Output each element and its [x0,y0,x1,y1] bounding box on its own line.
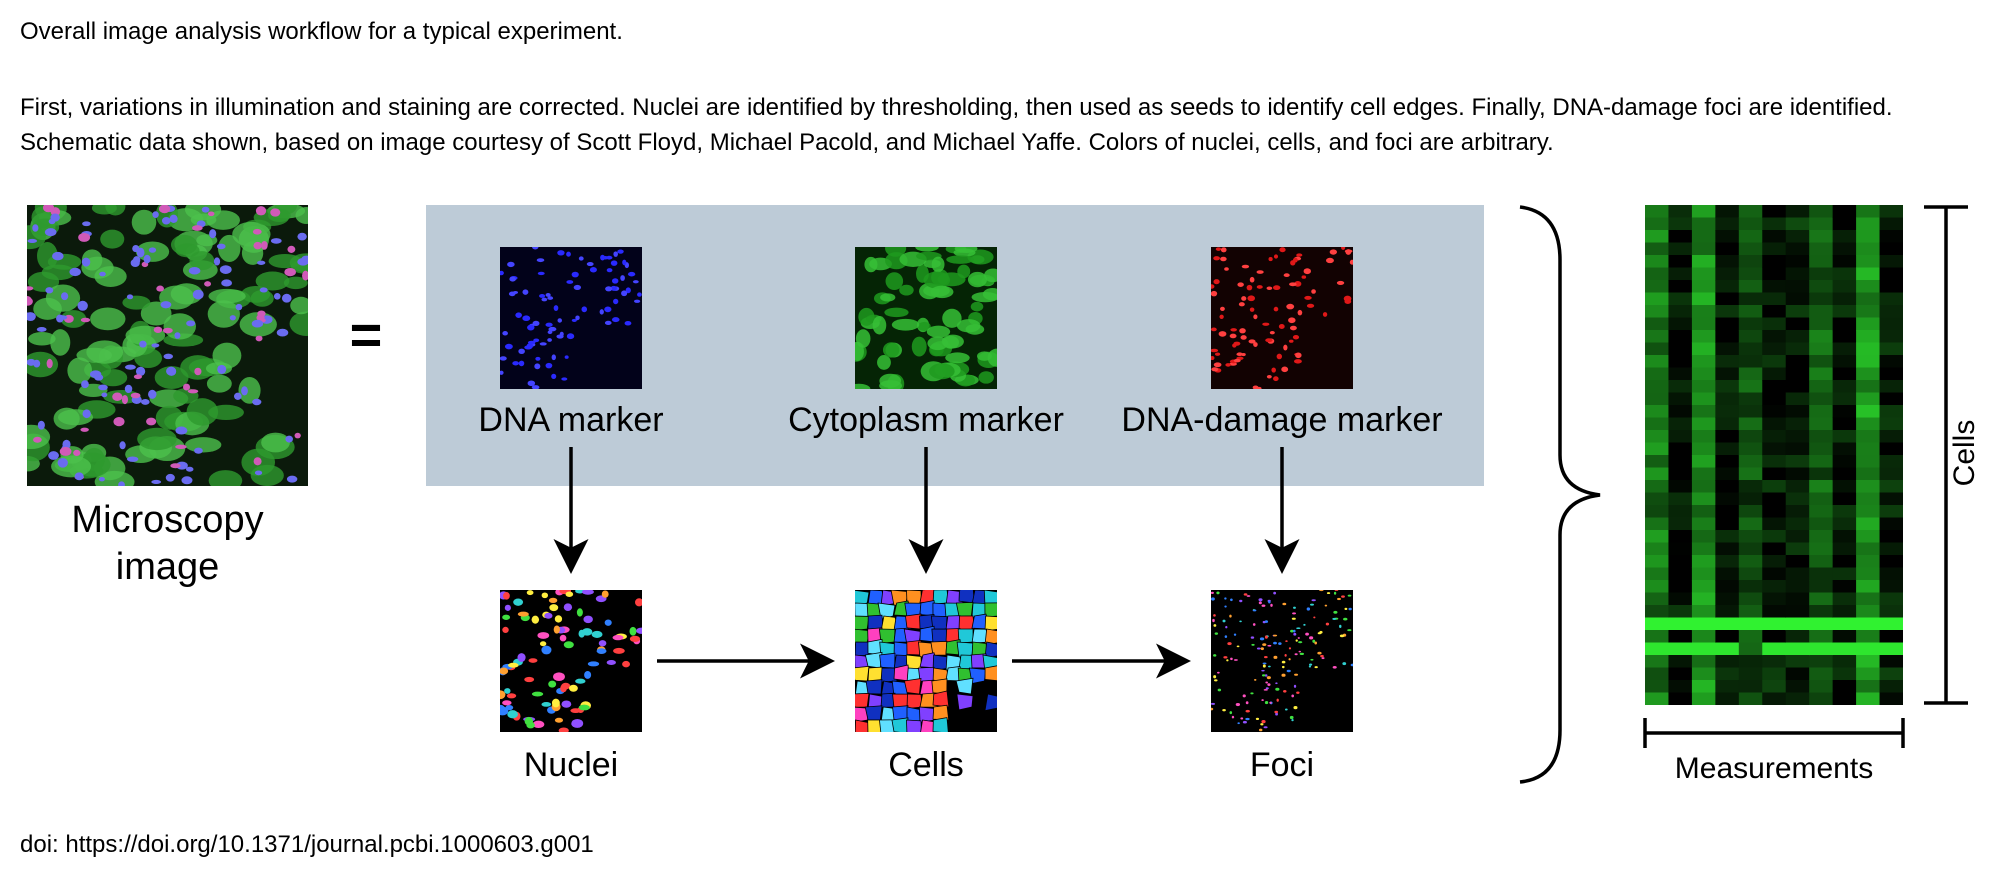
figure-description: First, variations in illumination and st… [20,94,1893,156]
nuclei-image [500,590,642,732]
foci-label: Foci [1249,746,1315,784]
foci-image [1211,590,1353,732]
microscopy-image-label: Microscopy image [27,497,308,591]
cells-bracket [1924,205,1968,705]
nuclei-label: Nuclei [523,746,619,784]
dna-marker-label: DNA marker [478,401,664,439]
microscopy-image [27,205,308,486]
cells-axis-label: Cells [1948,419,1981,487]
cells-label: Cells [888,746,964,784]
figure-title: Overall image analysis workflow for a ty… [20,18,623,45]
equals-sign: = [349,303,383,366]
dna-marker-image [500,247,642,389]
doi-text: doi: https://doi.org/10.1371/journal.pcb… [20,831,594,858]
measurements-axis-label: Measurements [1674,752,1874,785]
cytoplasm-marker-label: Cytoplasm marker [788,401,1064,439]
measurements-bracket [1643,718,1905,748]
microscopy-label-line1: Microscopy [71,499,264,541]
microscopy-label-line2: image [115,546,220,588]
cytoplasm-marker-image [855,247,997,389]
dna-damage-marker-image [1211,247,1353,389]
dna-damage-marker-label: DNA-damage marker [1121,401,1443,439]
curly-brace [1519,205,1601,784]
measurement-heatmap [1645,205,1904,706]
cells-image [855,590,997,732]
